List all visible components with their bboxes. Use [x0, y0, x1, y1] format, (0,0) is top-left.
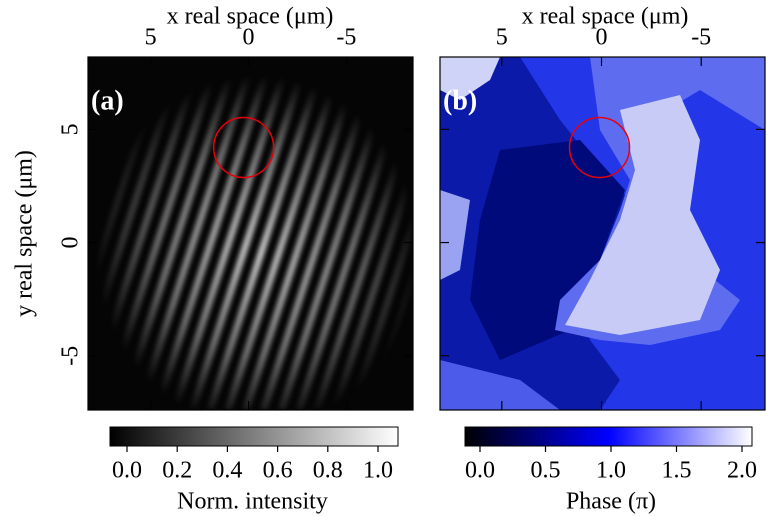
panel-label: (a) [91, 85, 124, 116]
phase-image [440, 57, 765, 410]
colorbar-tick-label: 0.4 [212, 458, 242, 484]
colorbar-tick-label: 1.0 [363, 458, 393, 484]
y-axis-label: y real space (μm) [12, 150, 38, 317]
x-tick-label: 5 [496, 25, 508, 51]
x-tick-label: 5 [145, 25, 157, 51]
y-tick-label: 5 [58, 123, 84, 135]
x-tick-label: 0 [596, 25, 608, 51]
colorbar [109, 426, 399, 447]
x-tick-label: 0 [243, 25, 255, 51]
colorbar-label: Norm. intensity [177, 489, 328, 515]
y-tick-label: 0 [58, 237, 84, 249]
plot-frame [87, 56, 414, 411]
colorbar-tick-label: 0.0 [112, 458, 142, 484]
colorbar-tick-label: 0.5 [531, 458, 561, 484]
colorbar-tick-label: 1.5 [662, 458, 692, 484]
colorbar-label: Phase (π) [566, 489, 656, 515]
colorbar-tick-label: 0.0 [465, 458, 495, 484]
panel-label: (b) [443, 85, 477, 116]
colorbar-tick-label: 0.2 [162, 458, 192, 484]
marker-circle [212, 116, 275, 179]
x-tick-label: -5 [691, 25, 711, 51]
colorbar [464, 426, 753, 447]
colorbar-tick-label: 1.0 [596, 458, 626, 484]
colorbar-tick-label: 0.8 [313, 458, 343, 484]
colorbar-tick-label: 0.6 [263, 458, 293, 484]
x-axis-label: x real space (μm) [522, 4, 689, 30]
colorbar-tick-label: 2.0 [727, 458, 757, 484]
x-tick-label: -5 [336, 25, 356, 51]
intensity-image [88, 57, 413, 410]
marker-circle [568, 116, 631, 179]
y-tick-label: -5 [58, 346, 84, 366]
x-axis-label: x real space (μm) [167, 4, 334, 30]
plot-frame [439, 56, 766, 411]
